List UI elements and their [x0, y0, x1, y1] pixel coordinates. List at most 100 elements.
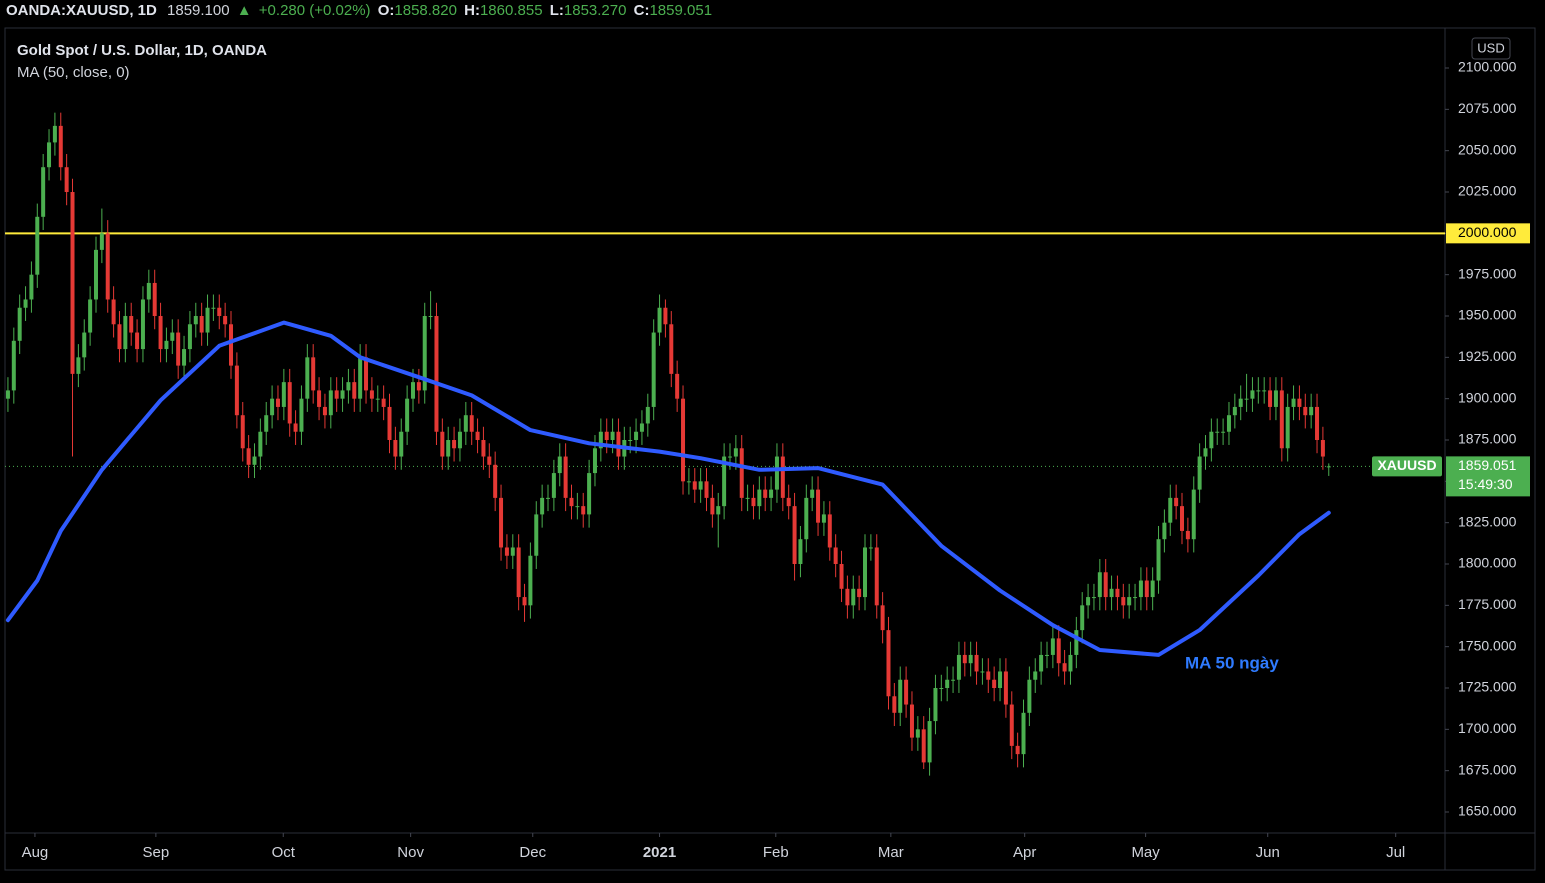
candle-body	[58, 125, 63, 168]
candle-body	[962, 654, 967, 664]
candle-body	[1320, 440, 1325, 457]
candle-body	[722, 456, 727, 507]
y-tick-label: 1700.000	[1458, 720, 1517, 736]
candle-body	[41, 167, 46, 217]
y-tick-label: 2025.000	[1458, 183, 1517, 199]
candle-body	[111, 299, 116, 325]
price: 1859.100	[167, 2, 230, 19]
candle-body	[1309, 406, 1314, 416]
candle-body	[1109, 588, 1114, 598]
candle-body	[575, 506, 580, 508]
candle-body	[974, 654, 979, 672]
candle-body	[434, 316, 439, 432]
candle-body	[334, 390, 339, 399]
candle-body	[1315, 406, 1320, 441]
annotation: MA 50 ngày	[1185, 653, 1279, 672]
change-arrow: ▲	[236, 2, 252, 19]
candle-body	[1103, 572, 1108, 598]
candle-body	[452, 440, 457, 449]
currency-box[interactable]	[1471, 37, 1511, 60]
candle-body	[410, 382, 415, 399]
candle-body	[428, 316, 433, 318]
candle-body	[516, 547, 521, 598]
candle-body	[1232, 406, 1237, 416]
candle-body	[164, 340, 169, 350]
candle-body	[798, 539, 803, 565]
candle-body	[364, 357, 369, 391]
candle-body	[1156, 539, 1161, 581]
candle-body	[199, 316, 204, 333]
candle-body	[1326, 466, 1331, 468]
candle-body	[99, 233, 104, 250]
currency[interactable]: USD	[1477, 40, 1504, 55]
candle-body	[358, 357, 363, 399]
ohlc-label: H:	[464, 2, 480, 19]
symbol-tag	[1372, 456, 1442, 477]
chart-frame	[4, 27, 1536, 871]
candle-body	[146, 282, 151, 300]
y-tick-label: 2100.000	[1458, 59, 1517, 75]
candle-body	[868, 547, 873, 549]
candle-body	[176, 332, 181, 366]
axes: 1650.000 1675.000 1700.000 1725.000 1750.000…	[22, 59, 1530, 861]
candle-body	[1009, 704, 1014, 746]
candle-body	[340, 390, 345, 399]
candle-body	[1138, 580, 1143, 598]
candle-body	[193, 316, 198, 325]
candle-body	[1021, 712, 1026, 755]
candle-body	[598, 431, 603, 449]
ohlc-label: L:	[549, 2, 564, 19]
candle-body	[457, 431, 462, 449]
change: +0.280 (+0.02%)	[258, 2, 371, 19]
candle-body	[757, 489, 762, 507]
candle-body	[915, 729, 920, 738]
candle-body	[1027, 679, 1032, 713]
y-tick-label: 1775.000	[1458, 596, 1517, 612]
candle-body	[645, 406, 650, 424]
candle-body	[469, 415, 474, 432]
candle-body	[76, 357, 81, 374]
chart-title: Gold Spot / U.S. Dollar, 1D, OANDA	[17, 42, 267, 59]
x-tick-label: Aug	[22, 844, 49, 861]
candle-body	[1015, 745, 1020, 755]
candle-body	[839, 564, 844, 589]
candle-body	[1238, 398, 1243, 407]
candle-body	[510, 547, 515, 556]
candle-body	[810, 489, 815, 498]
candle-body	[587, 473, 592, 515]
candle-body	[217, 307, 222, 317]
candle-body	[592, 448, 597, 474]
candle-body	[956, 654, 961, 680]
candle-body	[992, 679, 997, 689]
candle-body	[275, 398, 280, 407]
candle-body	[692, 481, 697, 490]
y-tick-label: 1750.000	[1458, 637, 1517, 653]
candle-body	[152, 282, 157, 317]
candle-body	[475, 431, 480, 441]
candle-body	[522, 597, 527, 606]
y-tick-label: 1650.000	[1458, 803, 1517, 819]
candle-body	[170, 332, 175, 341]
candle-body	[299, 398, 304, 432]
candle-body	[381, 398, 386, 407]
y-tick-label: 1975.000	[1458, 265, 1517, 281]
candle-body	[487, 456, 492, 465]
candle-body	[1033, 671, 1038, 680]
candle-body	[933, 688, 938, 722]
candle-body	[140, 299, 145, 350]
candle-body	[88, 299, 93, 333]
price-tag-label: 1859.051	[1458, 457, 1517, 473]
candle-body	[281, 382, 286, 407]
ohlc-value: 1859.051	[649, 2, 713, 19]
candle-body	[904, 679, 909, 705]
candle-body	[1003, 671, 1008, 705]
candle-body	[405, 398, 410, 432]
candle-body	[816, 489, 821, 523]
candle-body	[939, 688, 944, 690]
ohlc-label: C:	[633, 2, 650, 19]
candle-body	[287, 382, 292, 424]
level-tag	[1446, 223, 1530, 244]
candle-body	[187, 324, 192, 350]
candle-body	[82, 332, 87, 358]
candle-body	[1303, 406, 1308, 416]
